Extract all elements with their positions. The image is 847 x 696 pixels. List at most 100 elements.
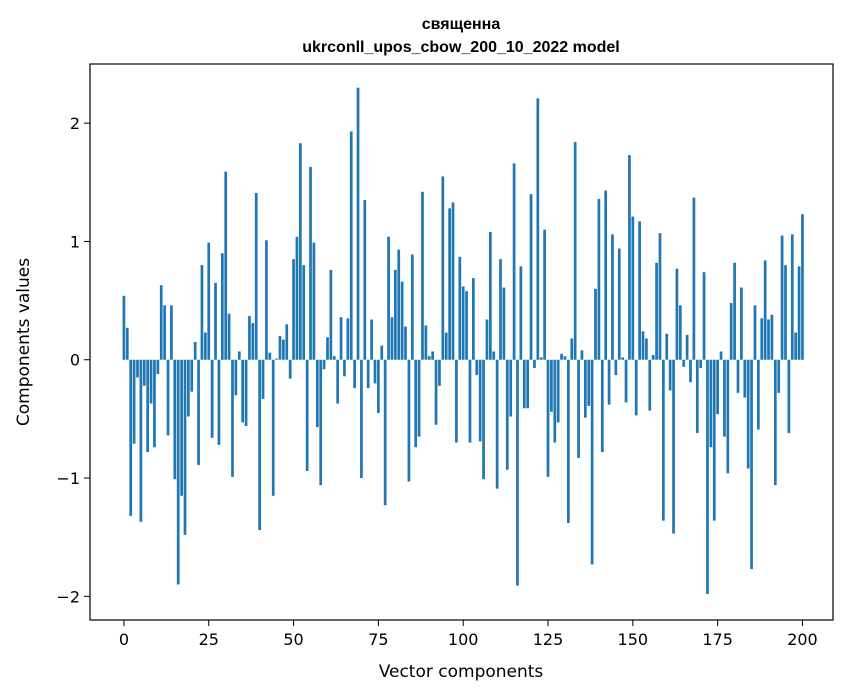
bar-130 [563, 356, 567, 360]
bar-1 [125, 327, 129, 360]
bar-126 [550, 359, 553, 412]
bar-88 [421, 191, 424, 360]
bar-2 [129, 359, 133, 516]
bar-142 [604, 190, 608, 360]
x-axis-label: Vector components [379, 662, 544, 682]
bar-124 [543, 229, 546, 360]
bar-74 [373, 359, 377, 384]
bar-174 [712, 359, 716, 521]
bar-69 [356, 87, 360, 360]
bar-12 [163, 305, 166, 360]
bar-98 [455, 359, 458, 443]
bar-169 [695, 359, 699, 434]
bar-36 [244, 359, 248, 426]
bar-83 [404, 326, 407, 360]
bar-6 [142, 359, 146, 386]
y-tick-label: 2 [70, 114, 80, 133]
bar-129 [560, 353, 563, 360]
bar-10 [156, 359, 160, 374]
bar-175 [716, 359, 719, 415]
bar-192 [773, 359, 777, 486]
bar-190 [767, 319, 770, 360]
bar-114 [509, 359, 513, 417]
bar-116 [516, 359, 519, 586]
bar-188 [760, 318, 764, 360]
bar-189 [763, 260, 767, 360]
bar-160 [665, 333, 669, 360]
bar-8 [149, 359, 153, 404]
bar-105 [478, 359, 482, 442]
bar-187 [757, 359, 760, 430]
bar-11 [159, 285, 163, 360]
bar-70 [360, 359, 363, 479]
bar-101 [465, 291, 468, 360]
bar-100 [461, 286, 465, 360]
bar-39 [254, 192, 258, 360]
bar-29 [220, 253, 224, 360]
bar-153 [641, 331, 645, 360]
bar-112 [502, 287, 506, 360]
bar-117 [519, 266, 523, 360]
bar-26 [210, 359, 214, 438]
bar-34 [237, 351, 241, 360]
bar-106 [482, 359, 485, 480]
bar-163 [675, 268, 679, 360]
x-tick-label: 175 [702, 630, 733, 649]
bar-9 [153, 359, 156, 448]
bar-59 [322, 359, 326, 370]
bar-84 [407, 359, 411, 482]
bar-27 [214, 282, 217, 360]
bar-23 [200, 265, 204, 360]
bar-67 [349, 131, 353, 360]
bar-91 [431, 351, 435, 360]
bar-181 [736, 359, 740, 393]
bar-76 [380, 345, 384, 360]
bar-158 [658, 233, 662, 360]
bar-31 [227, 313, 231, 360]
bar-33 [234, 359, 238, 396]
bar-58 [319, 359, 323, 486]
bar-18 [183, 359, 187, 535]
y-tick-label: 0 [70, 351, 80, 370]
bar-151 [634, 359, 638, 416]
bar-17 [180, 359, 183, 496]
bar-113 [505, 359, 509, 470]
bar-93 [438, 359, 441, 386]
bar-107 [485, 319, 489, 360]
bar-13 [166, 359, 170, 436]
bar-149 [628, 155, 631, 360]
bar-125 [546, 359, 550, 477]
bar-180 [733, 262, 736, 360]
bar-154 [645, 338, 648, 360]
bar-63 [336, 359, 340, 404]
bar-121 [533, 359, 536, 369]
bar-173 [709, 359, 713, 448]
bar-19 [187, 359, 190, 417]
bar-15 [173, 359, 177, 480]
bar-48 [285, 324, 289, 360]
bar-55 [309, 166, 312, 360]
bar-165 [682, 359, 686, 367]
bar-171 [702, 272, 706, 360]
bar-43 [268, 352, 272, 360]
bar-176 [719, 351, 723, 360]
bar-45 [275, 358, 278, 360]
bar-103 [472, 278, 475, 360]
bar-110 [495, 359, 499, 489]
x-tick-label: 50 [283, 630, 303, 649]
bar-138 [590, 359, 594, 565]
bar-57 [315, 359, 319, 428]
bar-14 [170, 305, 173, 360]
y-axis-label: Components values [14, 258, 34, 426]
bar-191 [770, 314, 774, 360]
bar-161 [668, 359, 672, 391]
bar-62 [332, 356, 336, 360]
chart-title-line-1: священна [422, 16, 501, 33]
bar-92 [434, 359, 438, 425]
bar-128 [556, 359, 560, 423]
bar-155 [648, 359, 652, 411]
bar-168 [692, 197, 696, 360]
bar-146 [617, 248, 621, 360]
bar-108 [488, 231, 492, 360]
bar-111 [499, 259, 502, 360]
